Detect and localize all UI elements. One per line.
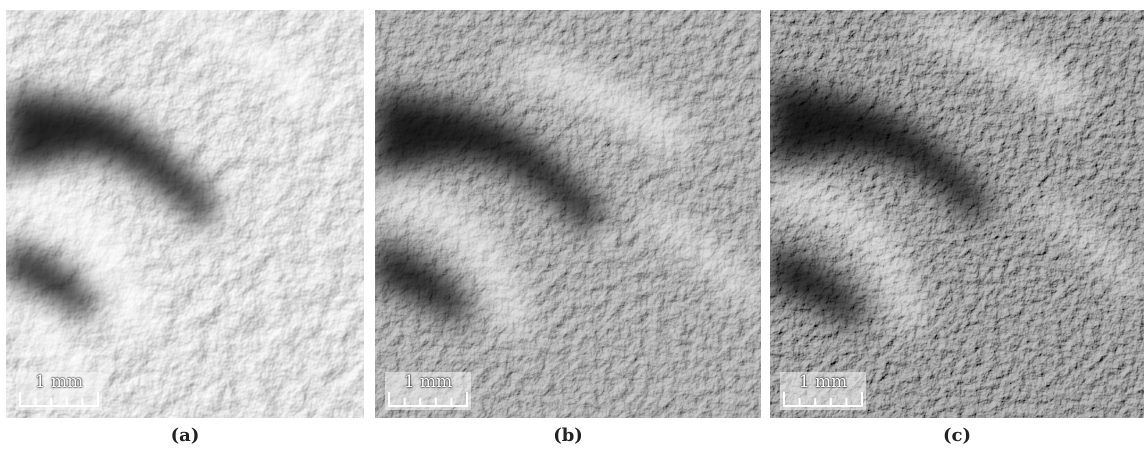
panel-caption: (b) (553, 425, 583, 446)
scale-bar: 1 mm (780, 372, 866, 410)
surface-image-c: 1 mm (770, 10, 1144, 418)
scale-bar-label: 1 mm (798, 372, 848, 392)
scale-bar: 1 mm (385, 372, 471, 410)
scale-bar-ruler (19, 392, 99, 407)
surface-texture-a (6, 10, 364, 418)
panel-caption: (a) (170, 425, 200, 446)
surface-texture-b (375, 10, 761, 418)
surface-texture-c (770, 10, 1144, 418)
panel-caption: (c) (943, 425, 971, 446)
scale-bar-label: 1 mm (34, 372, 84, 392)
surface-image-b: 1 mm (375, 10, 761, 418)
scale-bar: 1 mm (16, 372, 102, 410)
scale-bar-label: 1 mm (403, 372, 453, 392)
surface-image-a: 1 mm (6, 10, 364, 418)
scale-bar-ruler (388, 392, 468, 407)
scale-bar-ruler (783, 392, 863, 407)
